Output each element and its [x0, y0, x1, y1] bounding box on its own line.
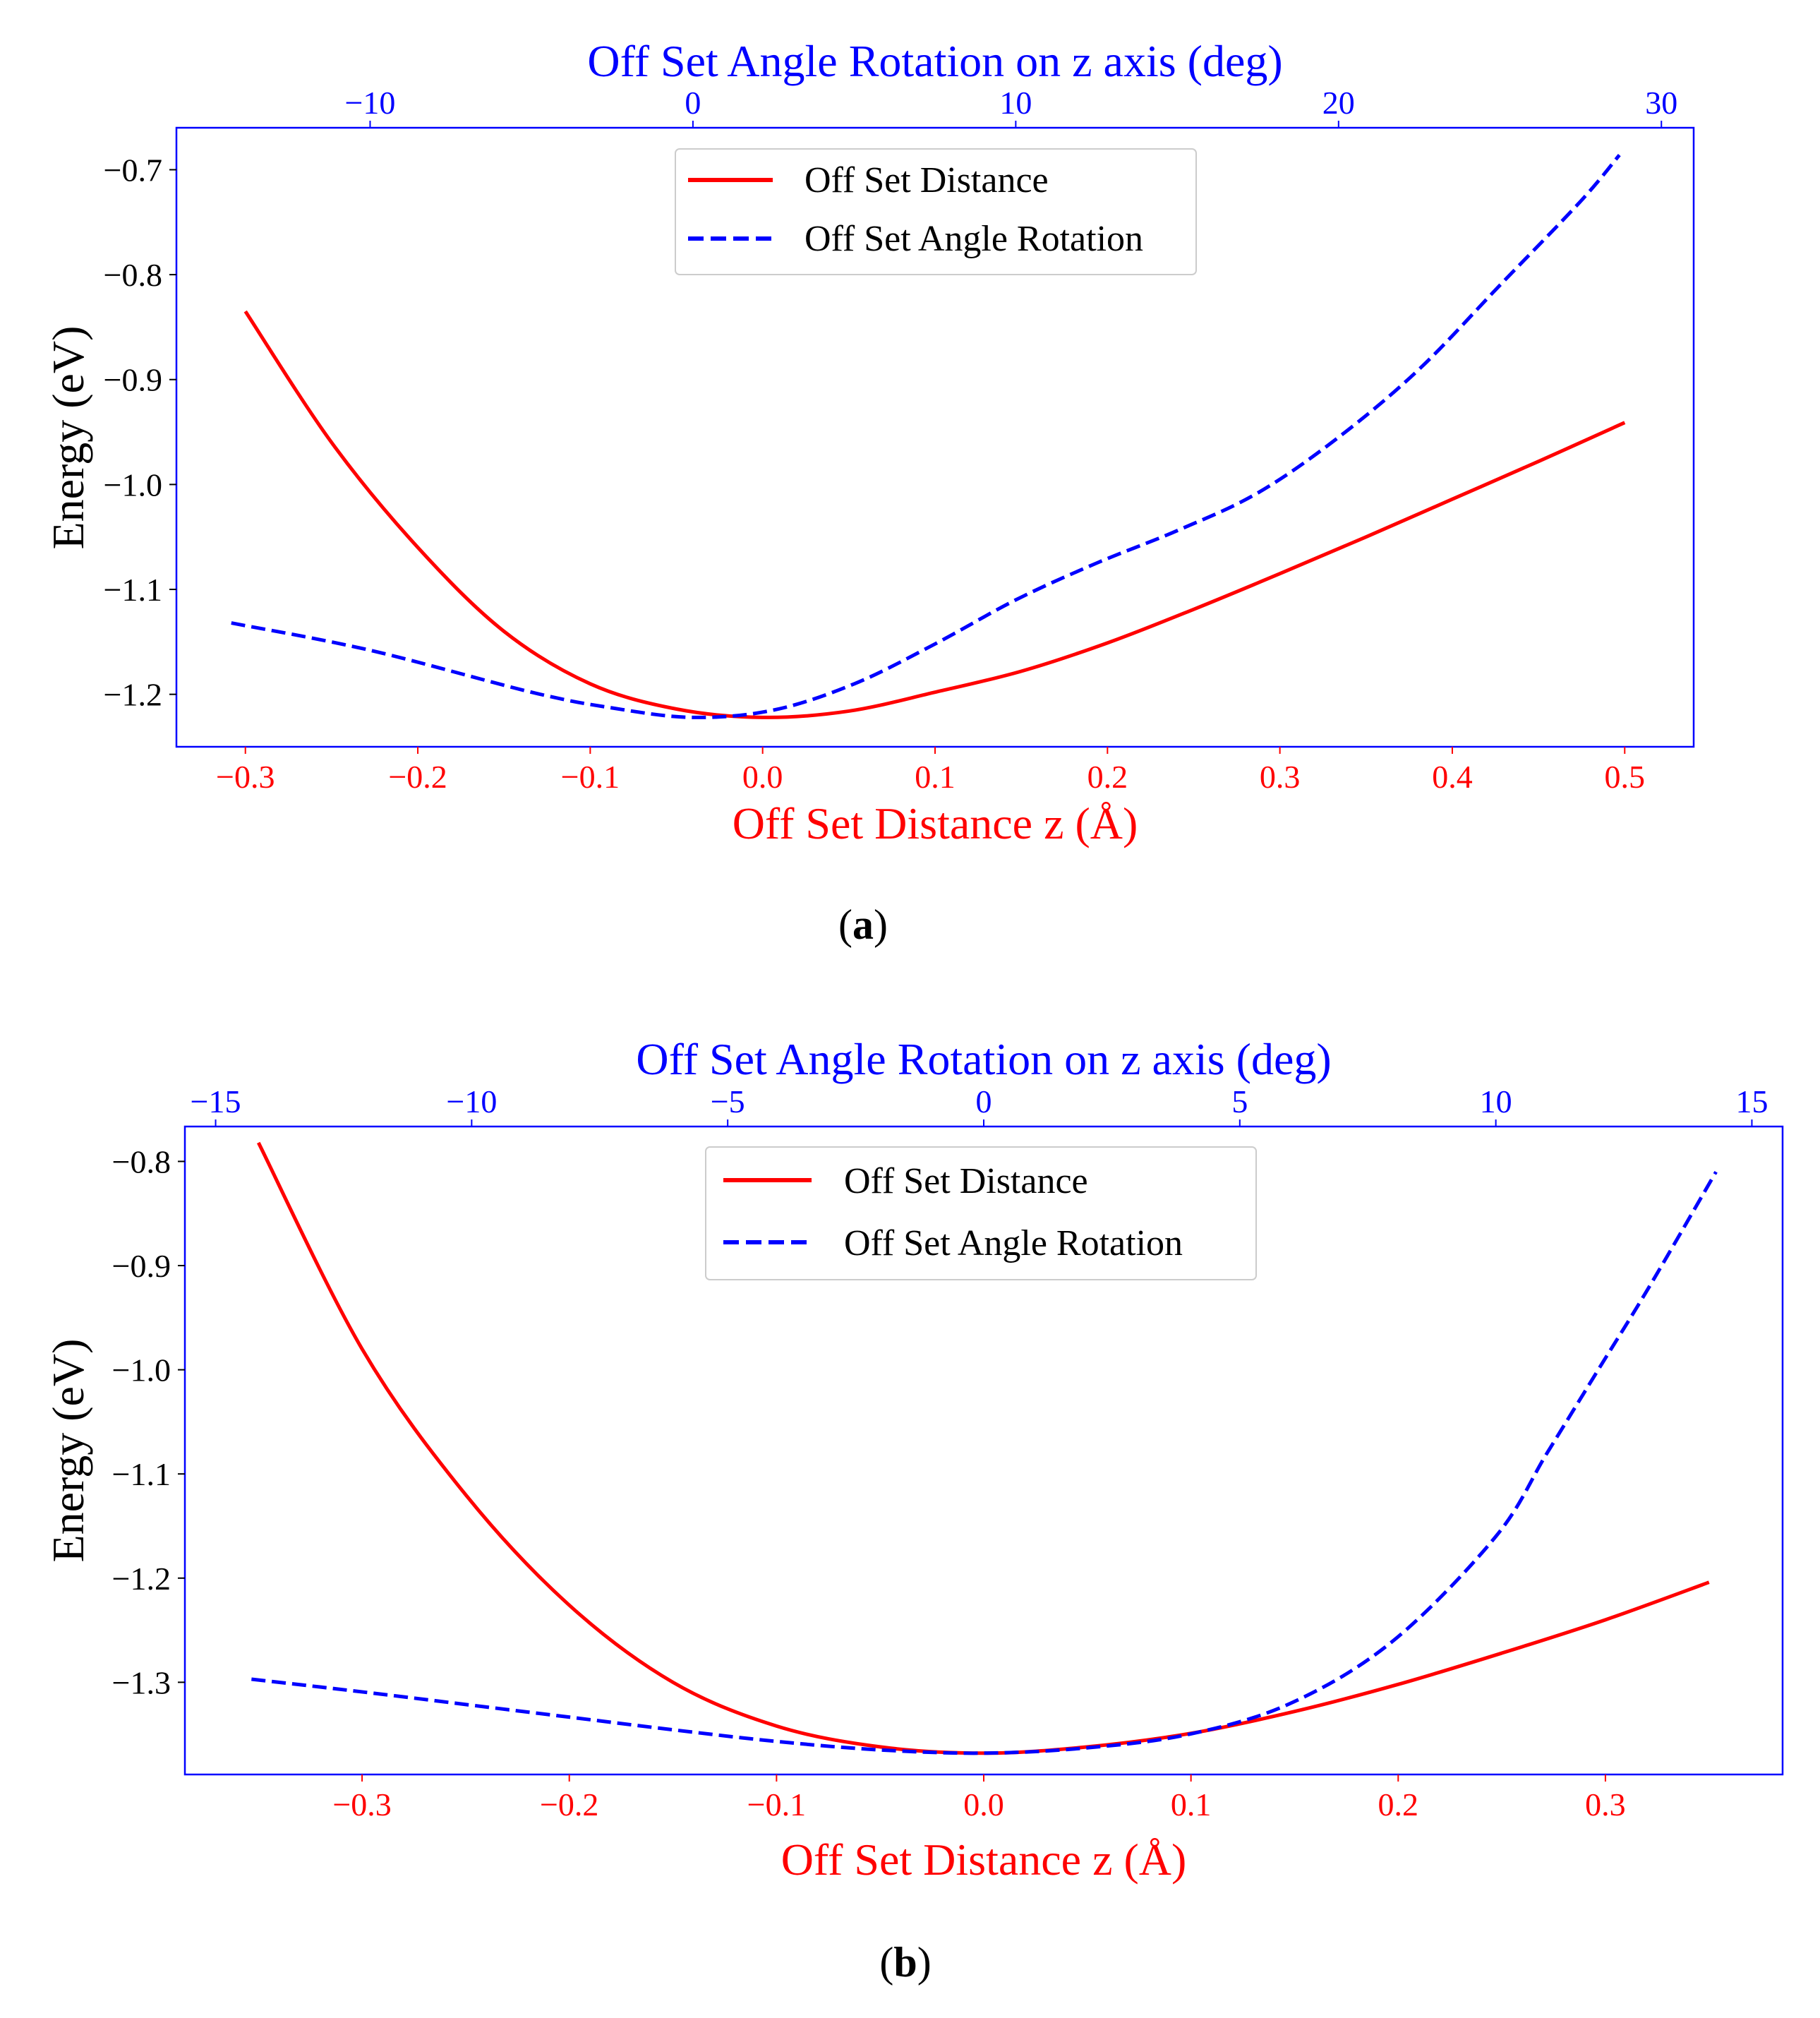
x2-tick-label: 0 [685, 85, 701, 121]
y-tick-label: −1.2 [104, 677, 162, 713]
legend-label-distance: Off Set Distance [804, 160, 1049, 200]
y-tick-label: −0.8 [112, 1143, 171, 1179]
legend: Off Set Distance Off Set Angle Rotation [705, 1146, 1257, 1280]
panel-b-chart: −0.3 −0.2 −0.1 0.0 0.1 0.2 0.3 −15 −10 −5 0 5 10 15 −1… [43, 1034, 1784, 1986]
x2-tick-label: −5 [711, 1083, 745, 1119]
y-tick-label: −0.9 [112, 1248, 171, 1284]
y-tick-label: −1.3 [112, 1664, 171, 1700]
x2-tick-label: −10 [344, 85, 395, 121]
x2-tick-label: 10 [1480, 1083, 1512, 1119]
x-tick-label: −0.2 [388, 759, 447, 795]
y-tick-label: −1.1 [112, 1456, 171, 1492]
x2-tick-label: 10 [999, 85, 1032, 121]
x-tick-label: 0.0 [742, 759, 783, 795]
legend-box [675, 148, 1197, 275]
x2-tick-label: −10 [446, 1083, 497, 1119]
x-tick-label: −0.3 [216, 759, 275, 795]
panel-letter: b [893, 1939, 917, 1986]
series-line-distance [243, 310, 1626, 719]
x2-tick-label: 5 [1231, 1083, 1248, 1119]
x-tick-label: −0.1 [561, 759, 620, 795]
panel-label: (b) [879, 1939, 931, 1986]
y-tick-label: −1.0 [104, 467, 162, 503]
bottom-axis-label: Off Set Distance z (Å) [733, 798, 1138, 848]
x2-tick-label: 30 [1645, 85, 1677, 121]
top-axis-label: Off Set Angle Rotation on z axis (deg) [636, 1034, 1331, 1084]
x2-tick-label: 15 [1735, 1083, 1768, 1119]
legend: Off Set Distance Off Set Angle Rotation [675, 148, 1197, 275]
panel-letter: a [852, 901, 874, 948]
x-tick-label: 0.1 [915, 759, 956, 795]
panel-label: (a) [838, 901, 888, 948]
y-axis-label: Energy (eV) [43, 1339, 93, 1563]
x2-tick-label: 20 [1322, 85, 1355, 121]
legend-box [705, 1146, 1257, 1280]
x-tick-label: 0.2 [1378, 1786, 1419, 1822]
y-tick-label: −1.2 [112, 1561, 171, 1597]
x-tick-label: 0.2 [1087, 759, 1128, 795]
legend-label-angle: Off Set Angle Rotation [804, 219, 1143, 259]
y-tick-label: −1.1 [104, 572, 162, 608]
y-tick-label: −0.7 [104, 152, 162, 188]
x-tick-label: 0.4 [1432, 759, 1473, 795]
x2-tick-label: 0 [976, 1083, 992, 1119]
y-tick-label: −1.0 [112, 1352, 171, 1388]
top-axis-label: Off Set Angle Rotation on z axis (deg) [587, 36, 1282, 86]
series-line-angle-rotation [231, 154, 1621, 719]
x-tick-label: −0.3 [332, 1786, 391, 1822]
legend-label-distance: Off Set Distance [844, 1161, 1088, 1201]
x-tick-label: 0.1 [1171, 1786, 1212, 1822]
y-tick-label: −0.8 [104, 257, 162, 293]
x-tick-label: −0.2 [540, 1786, 598, 1822]
panel-a-chart: −0.3 −0.2 −0.1 0.0 0.1 0.2 0.3 0.4 0.5 −10 0 10 20 30… [43, 36, 1695, 948]
bottom-axis-label: Off Set Distance z (Å) [781, 1834, 1187, 1885]
y-axis-label: Energy (eV) [43, 326, 93, 550]
legend-label-angle: Off Set Angle Rotation [844, 1223, 1183, 1263]
x-tick-label: 0.3 [1260, 759, 1301, 795]
x-tick-label: 0.3 [1585, 1786, 1626, 1822]
y-tick-label: −0.9 [104, 362, 162, 398]
series-line-angle-rotation [251, 1170, 1718, 1755]
x2-tick-label: −15 [191, 1083, 241, 1119]
x-tick-label: 0.5 [1605, 759, 1646, 795]
x-tick-label: 0.0 [963, 1786, 1004, 1822]
x-tick-label: −0.1 [747, 1786, 806, 1822]
